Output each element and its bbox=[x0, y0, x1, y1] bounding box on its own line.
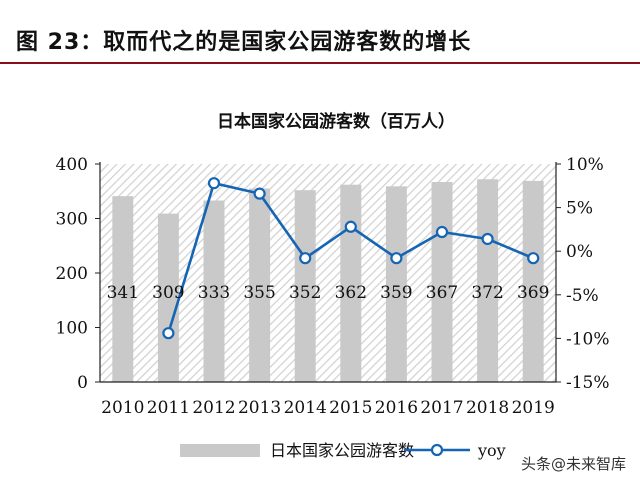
x-tick-label: 2013 bbox=[238, 398, 281, 418]
bar-data-label: 359 bbox=[380, 283, 412, 303]
legend-bar-label: 日本国家公园游客数 bbox=[270, 441, 414, 460]
bar-data-label: 333 bbox=[198, 283, 230, 303]
right-tick-label: -15% bbox=[566, 373, 610, 393]
legend-line-marker bbox=[430, 443, 444, 457]
legend-line-label: yoy bbox=[477, 441, 506, 460]
left-tick-label: 0 bbox=[77, 373, 88, 393]
bar-data-label: 309 bbox=[152, 283, 184, 303]
left-tick-label: 100 bbox=[56, 319, 88, 339]
yoy-point bbox=[527, 252, 540, 265]
bar bbox=[431, 181, 453, 382]
bar-data-label: 372 bbox=[471, 283, 503, 303]
yoy-point bbox=[481, 232, 494, 246]
bar bbox=[157, 213, 179, 382]
bar bbox=[112, 196, 134, 382]
watermark: 头条@未来智库 bbox=[520, 455, 626, 473]
bar bbox=[203, 200, 225, 382]
yoy-point bbox=[435, 225, 449, 239]
right-tick-label: 5% bbox=[566, 199, 593, 219]
bar-data-label: 355 bbox=[243, 283, 275, 303]
yoy-point bbox=[344, 220, 357, 233]
x-tick-label: 2016 bbox=[375, 398, 418, 418]
left-tick-label: 300 bbox=[56, 210, 88, 230]
bar-data-label: 341 bbox=[107, 283, 139, 303]
bar bbox=[477, 179, 499, 382]
right-tick-label: 0% bbox=[566, 242, 593, 262]
x-tick-label: 2011 bbox=[147, 398, 190, 418]
left-tick-label: 400 bbox=[56, 155, 88, 175]
x-tick-label: 2010 bbox=[101, 398, 144, 418]
bar bbox=[385, 186, 407, 382]
bar bbox=[294, 190, 316, 382]
bar-data-label: 362 bbox=[335, 283, 367, 303]
right-tick-label: -5% bbox=[566, 286, 599, 306]
chart-title: 日本国家公园游客数（百万人） bbox=[217, 111, 455, 132]
bar bbox=[249, 188, 271, 382]
yoy-point bbox=[162, 327, 175, 340]
x-tick-label: 2015 bbox=[329, 398, 372, 418]
left-tick-label: 200 bbox=[56, 264, 88, 284]
right-tick-label: -10% bbox=[566, 329, 610, 349]
bar-data-label: 367 bbox=[426, 283, 458, 303]
yoy-point bbox=[299, 252, 312, 265]
x-tick-label: 2018 bbox=[466, 398, 509, 418]
figure-title: 图 23：取而代之的是国家公园游客数的增长 bbox=[16, 30, 472, 55]
x-tick-label: 2017 bbox=[420, 398, 463, 418]
legend-bar-swatch bbox=[180, 444, 260, 457]
title-rule bbox=[0, 62, 640, 64]
bar bbox=[522, 180, 544, 382]
x-tick-label: 2012 bbox=[192, 398, 235, 418]
bar bbox=[340, 184, 362, 382]
bar-data-label: 352 bbox=[289, 283, 321, 303]
yoy-point bbox=[390, 252, 403, 265]
x-tick-label: 2014 bbox=[284, 398, 327, 418]
yoy-point bbox=[253, 187, 266, 200]
x-tick-label: 2019 bbox=[512, 398, 555, 418]
yoy-point bbox=[207, 177, 221, 190]
right-tick-label: 10% bbox=[566, 155, 604, 175]
bar-data-label: 369 bbox=[517, 283, 549, 303]
